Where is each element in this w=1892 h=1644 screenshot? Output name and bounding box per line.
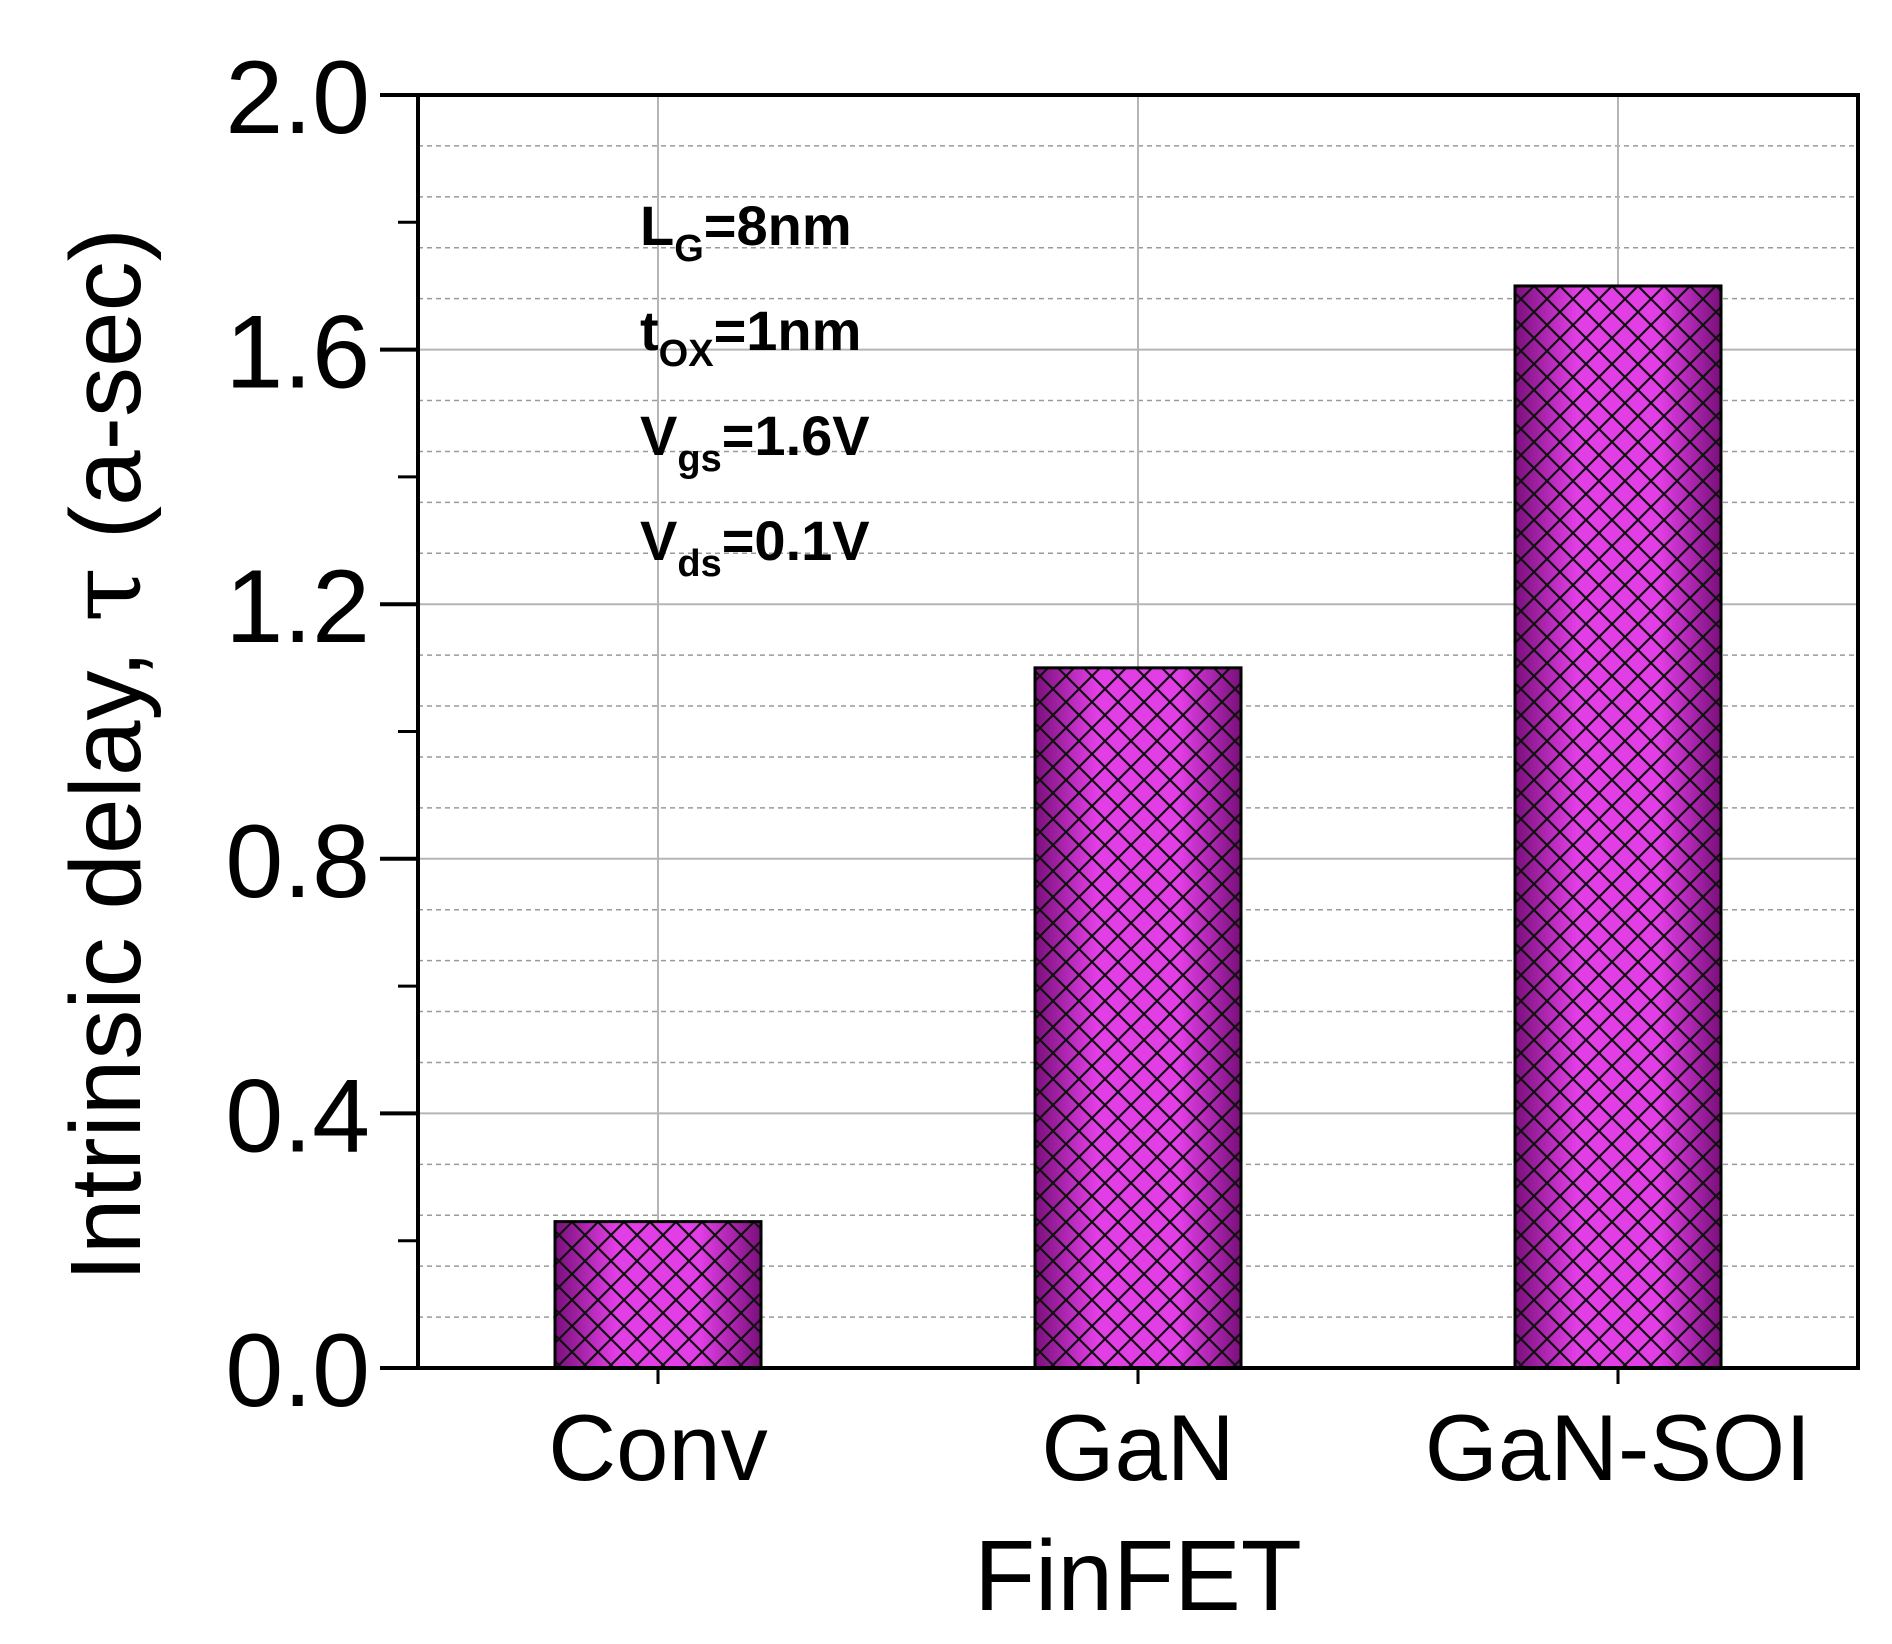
annotation-line: tOX=1nm [640,299,861,375]
y-axis-title-main: Intrinsic delay, [50,622,162,1282]
y-tick-label: 0.8 [225,804,370,920]
x-axis-title: FinFET [974,1520,1302,1632]
y-tick-label: 1.6 [225,295,370,411]
x-tick-label: GaN-SOI [1425,1395,1812,1500]
y-tick-labels: 0.0 0.4 0.8 1.2 1.6 2.0 [225,40,370,1429]
bar-hatch [1515,285,1721,1369]
y-axis-title-unit: (a-sec) [50,228,162,567]
annotation-line: Vds=0.1V [640,509,870,585]
bar-hatch [555,1221,761,1368]
y-axis-title: Intrinsic delay, τ (a-sec) [47,228,164,1282]
bar-hatch [1035,667,1241,1368]
bars [553,284,1723,1370]
x-tick-label: GaN [1041,1395,1234,1500]
bar-gan [1033,666,1243,1370]
annotation-line: LG=8nm [640,194,852,270]
annotation-line: Vgs=1.6V [640,404,870,480]
x-tick-labels: Conv GaN GaN-SOI [548,1395,1811,1500]
bar-conv [553,1220,763,1370]
y-tick-label: 0.4 [225,1058,370,1174]
y-tick-label: 2.0 [225,40,370,156]
bar-gan-soi [1513,284,1723,1370]
y-tick-label: 0.0 [225,1313,370,1429]
y-tick-label: 1.2 [225,549,370,665]
axis-ticks [380,93,1620,1384]
parameter-annotations: LG=8nm tOX=1nm Vgs=1.6V Vds=0.1V [640,194,870,585]
y-axis-title-symbol: τ [47,567,164,622]
x-tick-label: Conv [548,1395,767,1500]
